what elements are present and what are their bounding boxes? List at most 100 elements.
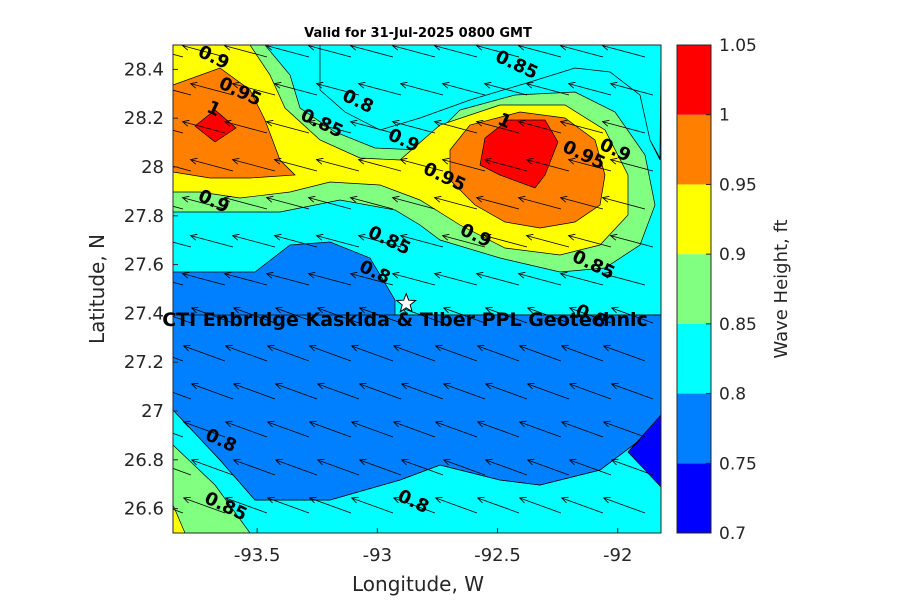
wave-arrow-shaft [173, 468, 192, 476]
wave-arrow-head [142, 345, 149, 351]
y-tick-label: 27.4 [124, 303, 164, 324]
wave-arrow-head [559, 45, 567, 51]
wave-arrow-head [400, 458, 409, 466]
wave-arrow-head [441, 233, 450, 241]
wave-arrow-head [274, 458, 283, 466]
x-tick-label: -92.5 [474, 545, 521, 566]
wave-arrow-head [442, 382, 451, 390]
site-star-marker [395, 292, 418, 313]
wave-arrow-shaft [435, 497, 478, 514]
wave-arrow-head [602, 420, 611, 428]
wave-arrow-shaft [476, 273, 520, 286]
wave-arrow-shaft [392, 273, 436, 286]
y-tick-label: 27 [141, 401, 164, 422]
wave-arrow-head [391, 45, 399, 51]
colorbar-tick-label: 0.85 [719, 315, 757, 335]
wave-arrow-head [559, 119, 568, 127]
wave-arrow-shaft [274, 159, 318, 172]
wave-arrow-shaft [266, 273, 310, 286]
wave-arrow-head [358, 458, 367, 466]
wave-arrow-head [308, 420, 317, 428]
wave-arrow-head [601, 119, 610, 127]
wave-arrow-head [223, 45, 231, 51]
wave-arrow-shaft [561, 497, 604, 514]
wave-arrow-shaft [518, 197, 562, 210]
wave-arrow-head [349, 271, 358, 279]
wave-arrow-head [399, 81, 408, 89]
wave-arrow-shaft [275, 459, 318, 476]
contour-band-1.0-west [194, 109, 237, 143]
wave-arrow-head [609, 233, 618, 241]
wave-arrow-head [274, 306, 283, 314]
wave-arrow-head [434, 496, 443, 504]
colorbar-tick-label: 1 [719, 106, 730, 126]
wave-arrow-head [231, 157, 240, 165]
wave-arrow-shaft [316, 235, 360, 248]
wave-arrow-head [265, 195, 274, 203]
wave-arrow-head [349, 119, 358, 127]
wave-arrow-shaft [266, 121, 310, 134]
colorbar-tick-label: 0.8 [719, 385, 746, 405]
wave-arrow-shaft [173, 316, 192, 324]
wave-arrow-shaft [442, 159, 486, 172]
wave-arrow-shaft [266, 197, 310, 210]
wave-arrow-head [181, 271, 190, 279]
y-tick-label: 28 [141, 157, 164, 178]
wave-arrow-head [357, 157, 366, 165]
wave-arrow-head [484, 458, 493, 466]
wave-arrow-shaft [603, 421, 646, 438]
wave-arrow-head [190, 306, 199, 314]
wave-arrow-shaft [602, 45, 646, 58]
wave-arrow-shaft [526, 159, 570, 172]
y-tick-label: 26.8 [124, 450, 164, 471]
wave-arrow-head [391, 195, 400, 203]
wave-arrow-shaft [518, 273, 562, 286]
wave-arrow-shaft [519, 497, 562, 514]
contour-band-0.90-south [173, 504, 186, 533]
wave-arrow-shaft [568, 235, 612, 248]
wave-arrow-shaft [225, 421, 268, 438]
wave-arrow-head [602, 344, 611, 352]
wave-arrow-shaft [485, 307, 528, 324]
wave-arrow-head [182, 420, 191, 428]
wave-arrow-shaft [190, 159, 234, 172]
wave-arrow-shaft [316, 159, 360, 172]
wave-arrow-shaft [182, 121, 226, 134]
wave-arrow-shaft [434, 45, 478, 58]
contour-band-0.95-west [173, 67, 296, 179]
wave-arrow-shaft [485, 383, 528, 400]
wave-arrow-head [316, 382, 325, 390]
wave-arrow-head [315, 233, 324, 241]
wave-arrow-head [567, 157, 576, 165]
wave-arrow-shaft [190, 235, 234, 248]
wave-arrow-head [350, 420, 359, 428]
colorbar-tick-label: 0.95 [719, 175, 757, 195]
wave-arrow-head [391, 271, 400, 279]
wave-arrow-shaft [224, 121, 268, 134]
wave-arrow-shaft [173, 432, 184, 438]
wave-arrow-shaft [233, 307, 276, 324]
contour-band-1.0-east [479, 119, 559, 189]
wave-arrow-shaft [560, 45, 604, 58]
wave-arrow-shaft [308, 45, 352, 58]
wave-arrow-shaft [225, 345, 268, 362]
wave-arrow-head [358, 306, 367, 314]
wave-arrow-head [148, 82, 155, 88]
wave-arrow-head [140, 44, 147, 50]
wave-arrow-shaft [484, 83, 528, 96]
wave-arrow-shaft [267, 345, 310, 362]
wave-arrow-head [517, 195, 526, 203]
wave-arrow-shaft [309, 345, 352, 362]
wave-arrow-head [232, 306, 241, 314]
wave-arrow-head [441, 157, 450, 165]
wave-arrow-head [273, 157, 282, 165]
wave-arrow-head [181, 119, 190, 127]
wave-arrow-head [399, 157, 408, 165]
wave-arrow-head [316, 306, 325, 314]
wave-arrow-head [274, 382, 283, 390]
wave-arrow-head [602, 496, 611, 504]
wave-arrow-head [399, 233, 408, 241]
wave-arrow-head [483, 81, 492, 89]
wave-arrow-shaft [191, 459, 234, 476]
wave-arrow-shaft [610, 159, 654, 172]
